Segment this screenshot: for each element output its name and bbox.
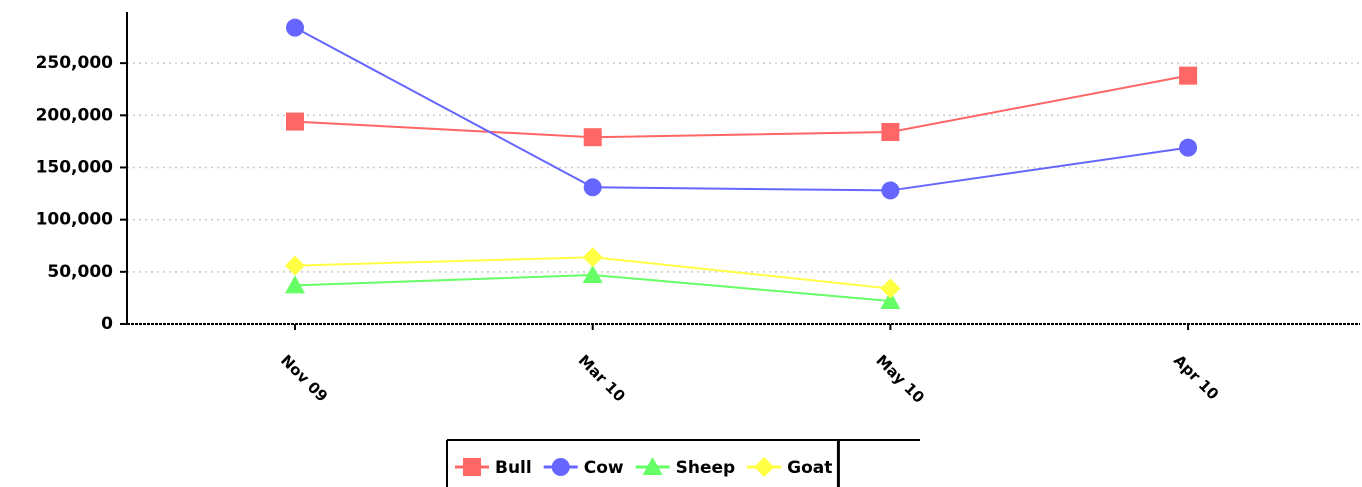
- data-point: [582, 247, 603, 268]
- x-tick-label: Mar 10: [575, 351, 629, 405]
- data-point: [1179, 66, 1198, 85]
- data-point: [880, 278, 901, 299]
- data-point: [881, 123, 900, 141]
- legend-marker: [754, 457, 775, 477]
- data-point: [881, 181, 900, 200]
- x-tick-label: Nov 09: [277, 351, 331, 405]
- legend-label: Sheep: [676, 458, 736, 478]
- series-line: [294, 74, 1189, 139]
- data-point: [583, 128, 602, 147]
- legend-label: Goat: [787, 458, 832, 478]
- data-point: [880, 291, 901, 310]
- y-tick-label: 250,000: [36, 53, 114, 73]
- legend-label: Cow: [584, 458, 624, 478]
- legend-marker: [463, 458, 481, 476]
- legend-label: Bull: [495, 458, 532, 478]
- data-point: [285, 255, 305, 276]
- series-line: [294, 26, 1189, 192]
- legend-marker: [551, 458, 570, 476]
- legend-marker: [642, 457, 663, 475]
- x-tick-label: Apr 10: [1170, 351, 1222, 403]
- y-tick-label: 50,000: [47, 262, 113, 282]
- y-tick-label: 100,000: [36, 210, 114, 230]
- y-tick-label: 0: [101, 314, 113, 334]
- y-tick-label: 200,000: [36, 105, 114, 125]
- data-point: [286, 18, 304, 37]
- data-point: [583, 178, 602, 197]
- data-point: [286, 112, 304, 131]
- y-tick-label: 150,000: [36, 157, 114, 177]
- legend: Bull Cow Sheep Goat: [446, 439, 920, 487]
- data-point: [1179, 138, 1198, 157]
- x-tick-label: May 10: [872, 351, 927, 406]
- data-point: [582, 264, 603, 283]
- data-point: [285, 275, 305, 294]
